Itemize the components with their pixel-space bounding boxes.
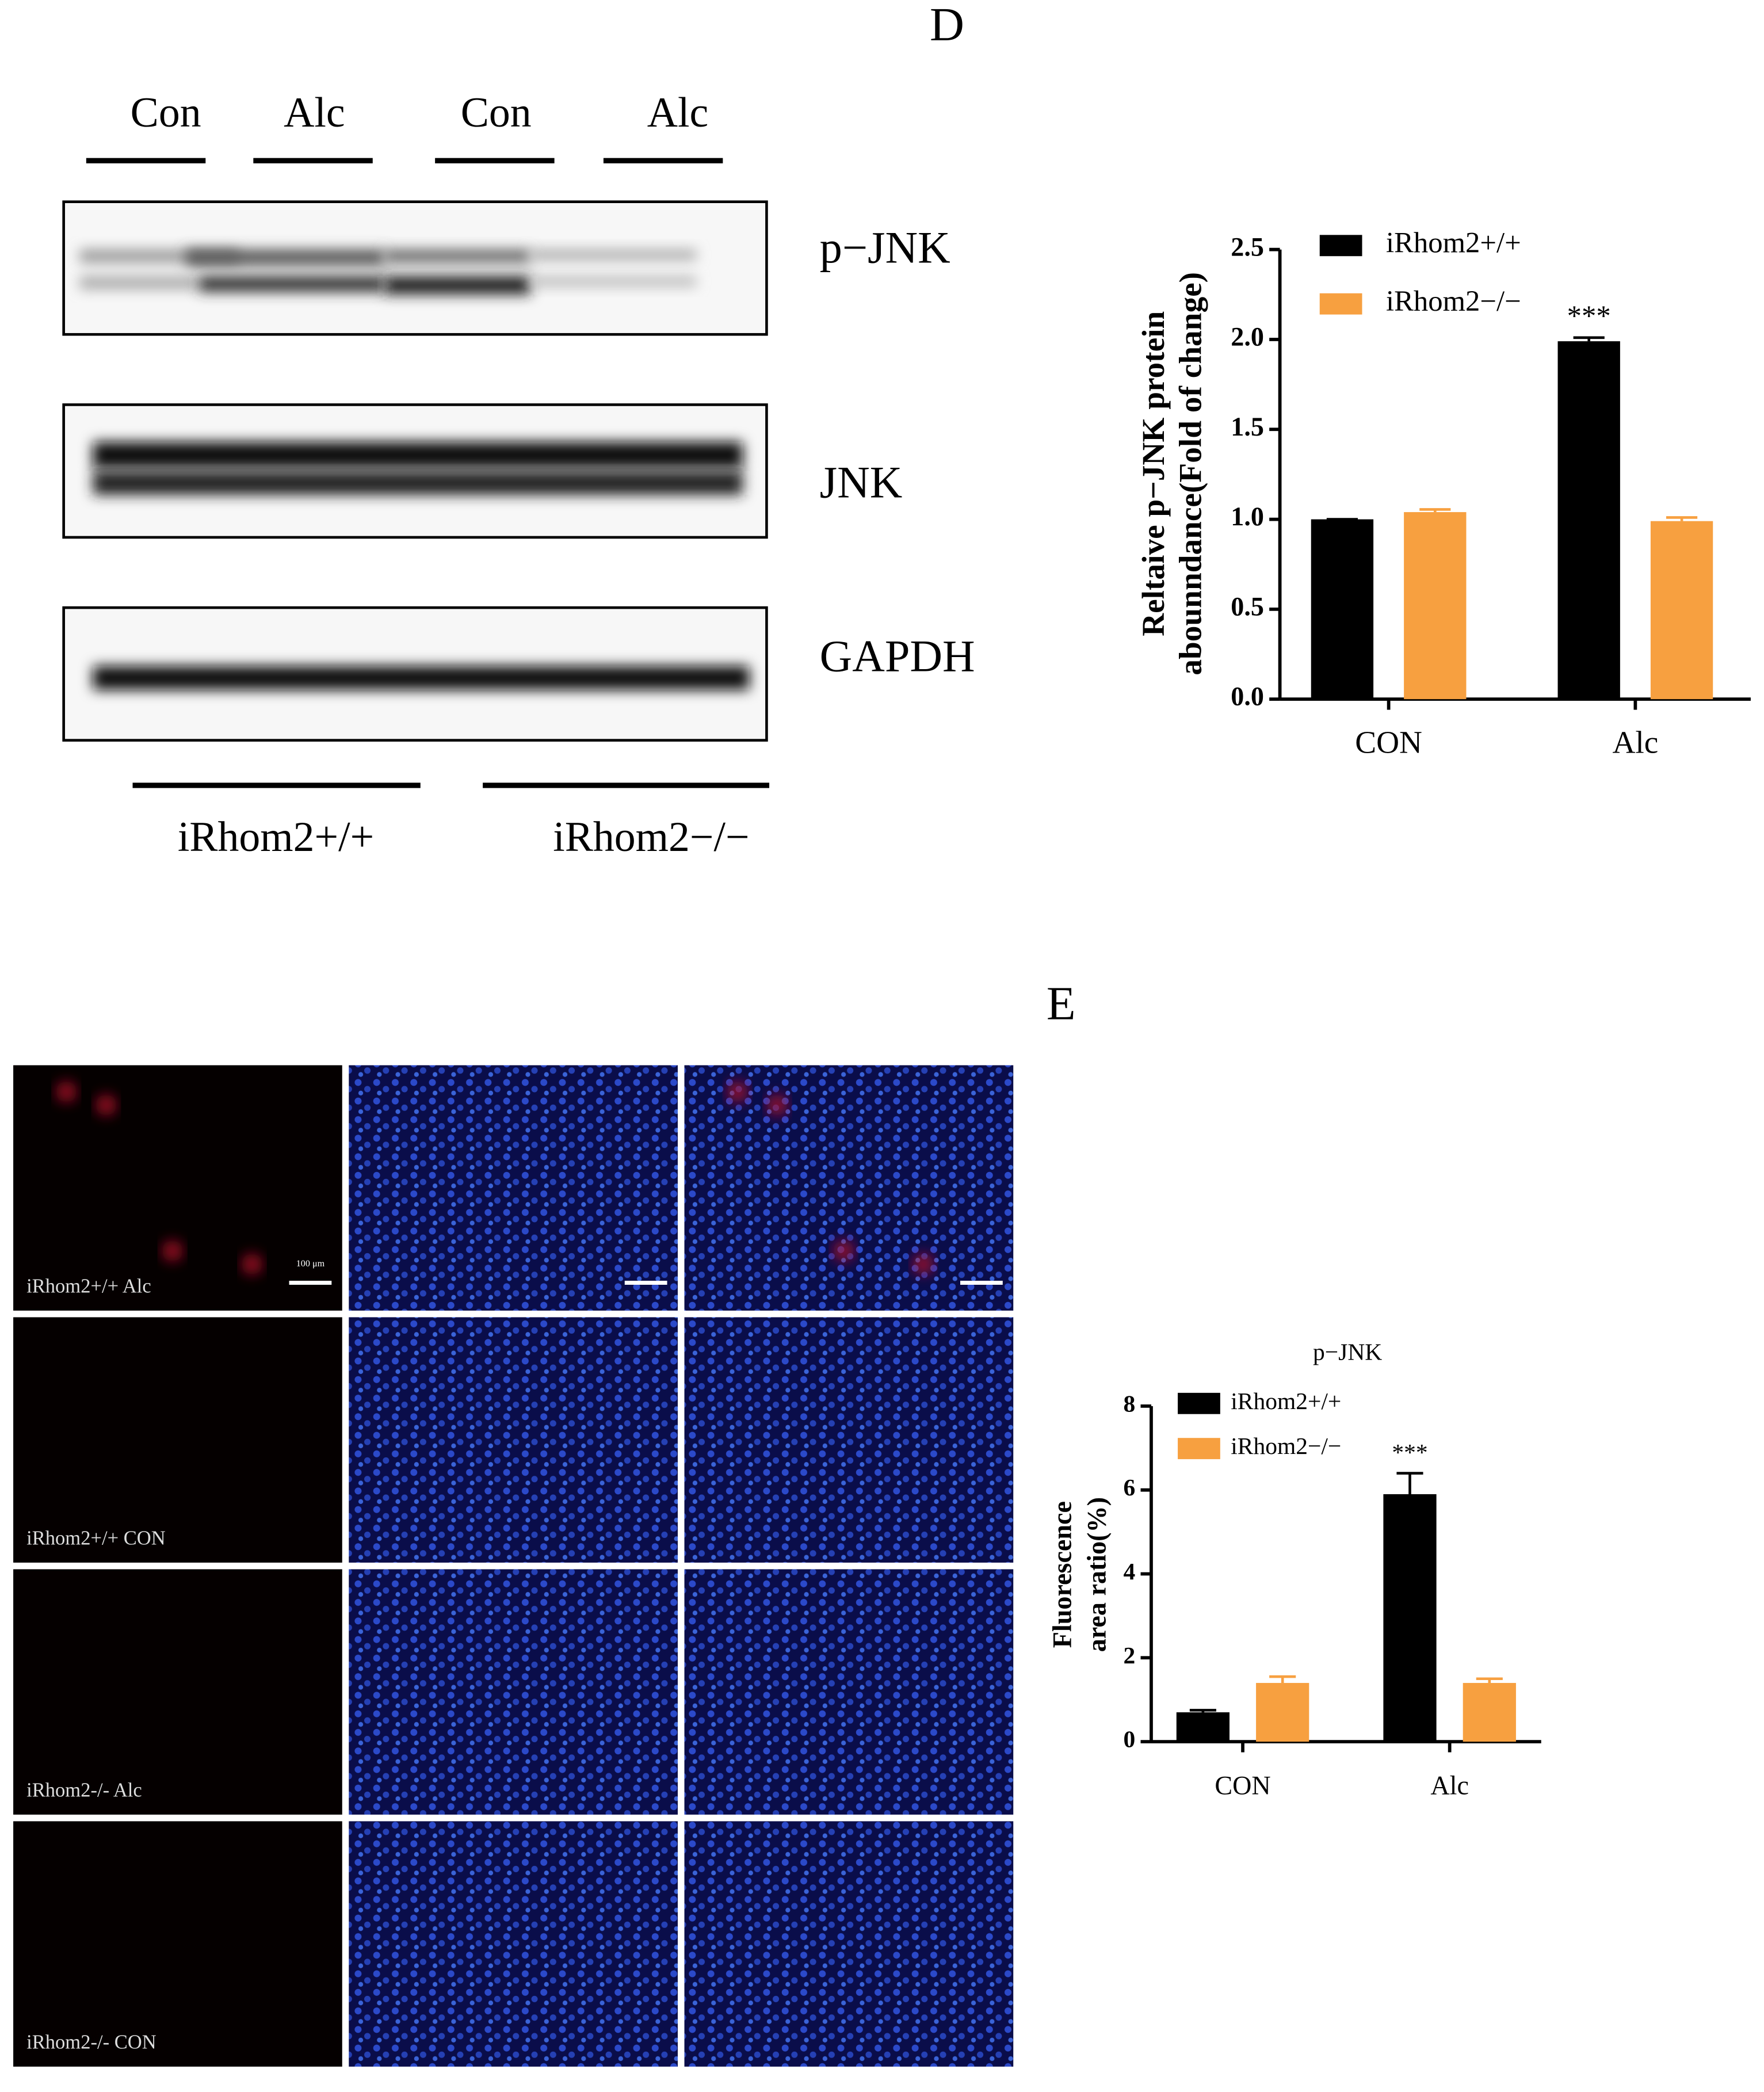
error-bar [1269,1675,1296,1683]
red-signal [55,1081,77,1102]
blot-band [185,249,385,266]
blot-band [530,276,697,287]
x-tick-label: Alc [1430,1770,1469,1800]
blot-label: p−JNK [820,222,950,272]
scale-bar-label: 100 μm [296,1259,325,1269]
y-tick-label: 6 [1124,1474,1136,1501]
y-tick-label: 1.5 [1231,412,1264,441]
red-signal [241,1253,263,1275]
red-signal [162,1240,184,1262]
significance: *** [1567,300,1611,332]
legend-swatch [1178,1392,1220,1414]
micrograph [13,1569,342,1815]
y-tick-label: 1.0 [1231,502,1264,531]
bar [1463,1683,1516,1742]
legend-label: iRhom2+/+ [1386,226,1521,258]
micrograph [684,1317,1014,1563]
bar [1311,519,1374,700]
blot-label: GAPDH [820,631,975,681]
panel-label: D [930,0,964,51]
error-bar [1573,336,1605,342]
lane-label: Alc [647,89,708,136]
legend-label: iRhom2+/+ [1231,1388,1341,1414]
red-signal [912,1253,934,1275]
micrograph [13,1821,342,2067]
bar [1557,341,1620,700]
y-tick-label: 0 [1124,1726,1136,1753]
y-tick-label: 0.5 [1231,591,1264,621]
y-axis-label: Reltaive p−JNK protein [1136,311,1171,636]
bar [1404,512,1467,700]
blot-band [93,471,743,495]
blot-label: JNK [820,457,903,507]
micrograph [13,1065,342,1311]
micrograph [684,1821,1014,2067]
lane-label: Con [461,89,532,136]
y-tick-label: 2.0 [1231,322,1264,352]
legend-label: iRhom2−/− [1231,1433,1341,1459]
y-tick-label: 0.0 [1231,682,1264,711]
x-tick-label: Alc [1612,725,1658,760]
error-bar [1476,1677,1503,1683]
image-label: iRhom2+/+ Alc [26,1276,151,1297]
blot-band [384,276,531,295]
micrograph [349,1317,678,1563]
blot-band [530,249,697,261]
y-axis-label: Fluorescence [1048,1501,1077,1648]
error-bar [1666,516,1698,521]
lane-label: Con [131,89,201,136]
bar [1383,1494,1437,1742]
red-signal [766,1094,788,1116]
bar [1650,521,1713,700]
image-label: iRhom2-/- CON [26,2032,156,2053]
red-signal [95,1094,117,1116]
group-label: iRhom2−/− [553,813,749,860]
x-tick-label: CON [1215,1770,1270,1800]
image-label: iRhom2-/- Alc [26,1780,142,1801]
y-tick-label: 2 [1124,1642,1136,1669]
group-label: iRhom2+/+ [178,813,374,860]
blot-frame [62,200,768,336]
blot-band [79,276,199,289]
blot-band [93,441,743,469]
significance: *** [1392,1439,1427,1465]
charts: 0.0 0.5 1.0 1.5 2.0 2.5 CON Alc iRhom2+/+ iRhom2−… [1048,226,1751,1800]
y-tick-label: 4 [1124,1558,1136,1585]
legend-swatch [1178,1438,1220,1460]
lane-label: Alc [284,89,345,136]
micrograph [684,1065,1014,1311]
red-signal [727,1081,749,1102]
x-tick-label: CON [1355,725,1422,760]
red-signal [833,1240,854,1262]
y-tick-label: 2.5 [1231,232,1264,261]
legend-swatch [1319,235,1362,257]
y-axis-label: abounndance(Fold of change) [1173,272,1208,675]
micrograph [13,1317,342,1563]
micrograph [684,1569,1014,1815]
panel-label: E [1047,976,1076,1029]
legend-label: iRhom2−/− [1386,285,1521,317]
chart-title: p−JNK [1313,1338,1382,1365]
bar [1176,1712,1230,1742]
error-bar [1189,1709,1216,1713]
y-tick-label: 8 [1124,1390,1136,1417]
micrograph [349,1065,678,1311]
micrographs: iRhom2+/+ Alc iRhom2+/+ CON iRhom2-/- Alc i… [13,1065,1014,2067]
y-axis-label: area ratio(%) [1082,1497,1112,1652]
legend-swatch [1319,293,1362,315]
error-bar [1419,508,1451,513]
western-blot: Con Alc Con Alc p−JNK JNK GAPDH iRhom2+/+ iRhom2… [62,89,975,860]
image-label: iRhom2+/+ CON [26,1528,166,1549]
bar [1256,1683,1309,1742]
blot-band [198,276,385,292]
error-bar [1396,1472,1423,1494]
micrograph [349,1569,678,1815]
blot-band [93,666,750,690]
micrograph [349,1821,678,2067]
blot-band [384,249,531,263]
